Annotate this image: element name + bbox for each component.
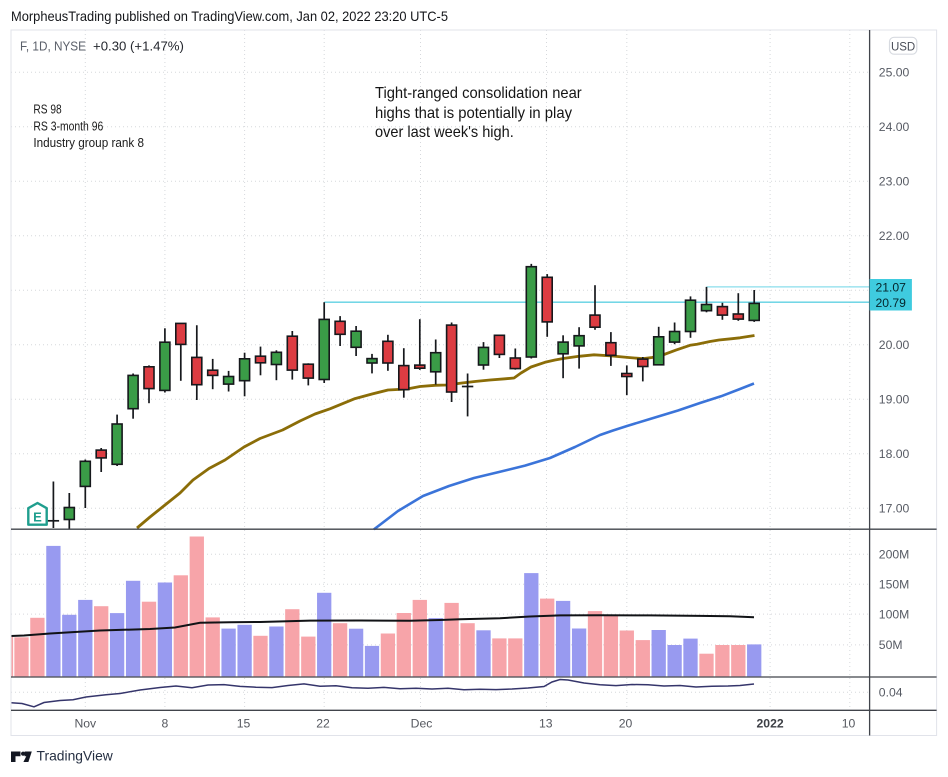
svg-text:17.00: 17.00: [879, 502, 910, 516]
svg-text:22: 22: [316, 717, 330, 731]
svg-text:Industry group rank 8: Industry group rank 8: [33, 135, 144, 150]
svg-text:RS 3-month 96: RS 3-month 96: [33, 119, 103, 134]
svg-text:20.00: 20.00: [879, 338, 910, 352]
svg-text:23.00: 23.00: [879, 175, 910, 189]
svg-text:0.04: 0.04: [879, 686, 903, 700]
svg-text:15: 15: [237, 717, 251, 731]
svg-text:RS 98: RS 98: [33, 101, 61, 116]
svg-text:50M: 50M: [879, 638, 903, 652]
svg-text:200M: 200M: [879, 548, 910, 562]
svg-text:highs that is potentially in p: highs that is potentially in play: [375, 105, 572, 122]
svg-text:13: 13: [539, 717, 553, 731]
svg-text:21.07: 21.07: [875, 281, 906, 295]
svg-text:8: 8: [162, 717, 169, 731]
svg-text:24.00: 24.00: [879, 120, 910, 134]
svg-text:20: 20: [619, 717, 633, 731]
svg-text:MorpheusTrading published on T: MorpheusTrading published on TradingView…: [11, 9, 448, 24]
svg-text:10: 10: [842, 717, 856, 731]
svg-text:20.79: 20.79: [875, 296, 906, 310]
svg-text:over last week's high.: over last week's high.: [375, 124, 514, 141]
svg-text:USD: USD: [891, 41, 915, 53]
svg-text:E: E: [33, 510, 42, 525]
svg-text:22.00: 22.00: [879, 229, 910, 243]
svg-text:150M: 150M: [879, 578, 910, 592]
svg-text:TradingView: TradingView: [37, 748, 113, 763]
svg-text:Dec: Dec: [411, 717, 433, 731]
svg-text:18.00: 18.00: [879, 447, 910, 461]
svg-text:Tight-ranged consolidation nea: Tight-ranged consolidation near: [375, 85, 582, 102]
svg-text:2022: 2022: [757, 717, 784, 731]
svg-text:19.00: 19.00: [879, 393, 910, 407]
svg-text:25.00: 25.00: [879, 66, 910, 80]
svg-text:F, 1D, NYSE: F, 1D, NYSE: [20, 39, 86, 54]
svg-text:100M: 100M: [879, 607, 910, 621]
svg-text:+0.30 (+1.47%): +0.30 (+1.47%): [93, 39, 184, 54]
svg-text:Nov: Nov: [74, 717, 97, 731]
